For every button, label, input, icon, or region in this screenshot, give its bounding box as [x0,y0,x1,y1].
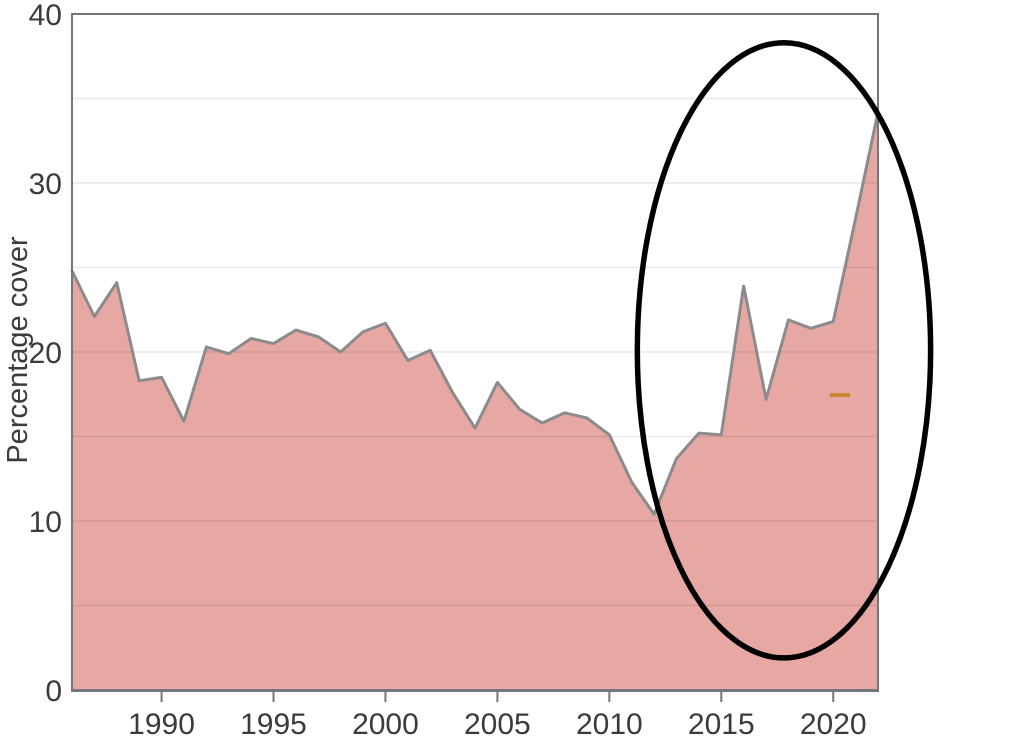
x-tick-label: 2010 [576,708,643,741]
y-tick-label: 0 [45,675,62,708]
y-tick-label: 30 [29,168,62,201]
y-axis-title: Percentage cover [2,236,34,464]
x-tick-label: 1990 [128,708,195,741]
x-tick-label: 1995 [240,708,307,741]
x-tick-label: 2015 [688,708,755,741]
data-line [70,110,880,516]
x-tick-label: 2005 [464,708,531,741]
y-tick-label: 40 [29,0,62,32]
annotation-ellipse [634,39,934,661]
x-tick-label: 2020 [800,708,867,741]
area-fill [72,112,878,690]
y-tick-label: 20 [29,337,62,370]
y-tick-label: 10 [29,506,62,539]
x-tick-label: 2000 [352,708,419,741]
